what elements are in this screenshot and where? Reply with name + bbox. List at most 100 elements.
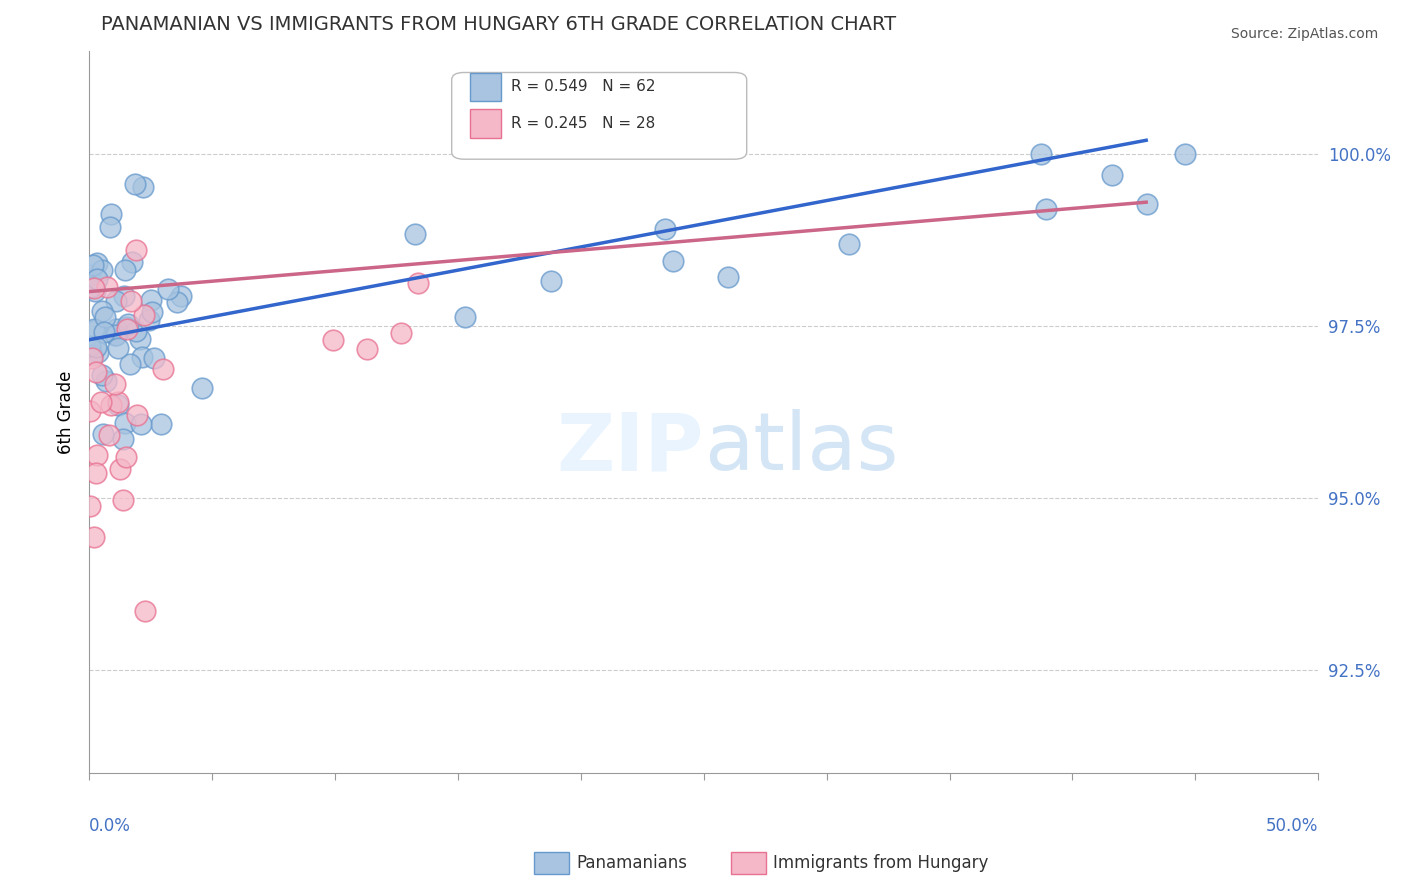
Point [93, 325, 115, 339]
Point [79, 268, 101, 283]
Point [117, 317, 139, 331]
Point [114, 416, 136, 430]
Point [83, 530, 105, 544]
Point [86, 448, 108, 462]
Point [82, 258, 104, 272]
Point [96, 279, 118, 293]
Text: R = 0.245   N = 28: R = 0.245 N = 28 [510, 116, 655, 130]
Point [80, 279, 103, 293]
Point [100, 207, 122, 221]
Bar [470, 109, 501, 137]
Point [716, 270, 738, 285]
Point [111, 432, 134, 446]
Text: atlas: atlas [703, 409, 898, 487]
Point [105, 293, 128, 308]
Point [86, 256, 108, 270]
Point [125, 409, 148, 423]
Point [104, 377, 127, 392]
Text: Panamanians: Panamanians [576, 854, 688, 871]
Point [138, 313, 160, 327]
Point [132, 179, 155, 194]
Point [654, 222, 676, 236]
Point [107, 342, 129, 356]
Point [838, 236, 860, 251]
Point [86, 272, 108, 286]
Y-axis label: 6th Grade: 6th Grade [58, 370, 75, 454]
Text: ZIP: ZIP [557, 409, 703, 487]
Point [94, 310, 117, 325]
Point [115, 321, 138, 335]
Point [83, 284, 105, 298]
Point [322, 334, 344, 348]
Point [79, 499, 101, 513]
Point [661, 253, 683, 268]
Point [98, 428, 121, 442]
Point [91, 368, 114, 382]
Point [96, 374, 118, 388]
Point [79, 339, 101, 353]
Point [120, 293, 142, 308]
Point [408, 276, 430, 290]
Point [84, 365, 107, 379]
Point [112, 492, 135, 507]
Point [83, 281, 105, 295]
Point [115, 320, 138, 334]
Point [134, 604, 156, 618]
Point [91, 303, 114, 318]
Text: 0.0%: 0.0% [89, 816, 131, 835]
Point [110, 462, 132, 476]
Point [87, 345, 110, 359]
Point [389, 326, 412, 340]
Text: Source: ZipAtlas.com: Source: ZipAtlas.com [1230, 27, 1378, 41]
Point [114, 450, 136, 464]
Point [125, 324, 148, 338]
Point [131, 350, 153, 364]
Point [120, 357, 142, 371]
Point [91, 426, 114, 441]
Point [149, 417, 172, 431]
Point [157, 282, 180, 296]
Point [125, 244, 148, 258]
Point [191, 381, 214, 395]
Point [1031, 147, 1053, 161]
Point [540, 274, 562, 288]
Point [98, 220, 121, 235]
Bar [470, 72, 501, 102]
Text: R = 0.549   N = 62: R = 0.549 N = 62 [510, 79, 655, 95]
Point [129, 417, 152, 431]
Point [114, 263, 136, 277]
FancyBboxPatch shape [451, 72, 747, 159]
Point [90, 394, 112, 409]
Point [356, 342, 378, 356]
Point [100, 398, 122, 412]
Point [121, 255, 143, 269]
Point [84, 322, 107, 336]
Point [103, 328, 125, 343]
Point [129, 332, 152, 346]
Point [107, 398, 129, 412]
Point [107, 395, 129, 409]
Point [84, 340, 107, 354]
Point [1035, 202, 1057, 217]
Point [104, 327, 127, 342]
Point [166, 294, 188, 309]
Text: Immigrants from Hungary: Immigrants from Hungary [773, 854, 988, 871]
Point [454, 310, 477, 324]
Point [83, 322, 105, 336]
Point [104, 322, 127, 336]
Point [141, 305, 163, 319]
Point [124, 177, 146, 191]
Point [143, 351, 166, 366]
Point [1101, 168, 1123, 182]
Point [132, 308, 155, 322]
Point [170, 289, 193, 303]
Point [82, 348, 104, 362]
Point [1174, 147, 1197, 161]
Point [139, 293, 162, 307]
Point [84, 466, 107, 480]
Point [112, 289, 135, 303]
Point [1136, 197, 1159, 211]
Text: 50.0%: 50.0% [1265, 816, 1319, 835]
Point [152, 361, 174, 376]
Point [82, 351, 104, 366]
